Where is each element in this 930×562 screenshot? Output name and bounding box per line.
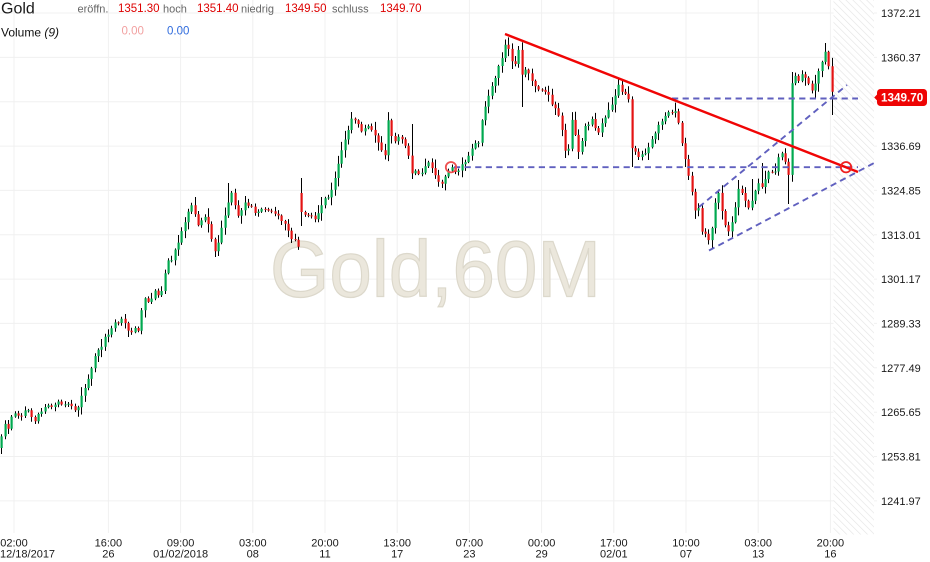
svg-text:03:00: 03:00 (744, 538, 772, 550)
svg-text:1349.70: 1349.70 (380, 3, 422, 15)
svg-text:1253.81: 1253.81 (881, 452, 921, 464)
svg-text:23: 23 (463, 549, 475, 561)
svg-text:0.00: 0.00 (122, 26, 144, 38)
svg-text:1313.01: 1313.01 (881, 230, 921, 242)
svg-text:eröffn.: eröffn. (78, 4, 109, 16)
svg-text:08: 08 (247, 549, 259, 561)
svg-text:1349.70: 1349.70 (881, 92, 924, 105)
svg-text:01/02/2018: 01/02/2018 (153, 549, 208, 561)
svg-text:09:00: 09:00 (167, 538, 195, 550)
svg-text:1360.37: 1360.37 (881, 52, 921, 64)
svg-text:hoch: hoch (163, 4, 187, 16)
svg-text:1301.17: 1301.17 (881, 274, 921, 286)
svg-text:1324.85: 1324.85 (881, 185, 921, 197)
svg-text:02:00: 02:00 (0, 538, 28, 550)
svg-text:17: 17 (391, 549, 403, 561)
svg-text:07:00: 07:00 (456, 538, 484, 550)
svg-text:niedrig: niedrig (241, 4, 274, 16)
svg-text:1372.21: 1372.21 (881, 8, 921, 20)
svg-text:12/18/2017: 12/18/2017 (0, 549, 55, 561)
svg-text:26: 26 (102, 549, 114, 561)
svg-text:Volume (9): Volume (9) (1, 26, 59, 40)
svg-text:schluss: schluss (332, 4, 369, 16)
svg-text:1351.30: 1351.30 (118, 3, 160, 15)
svg-text:07: 07 (680, 549, 692, 561)
svg-text:10:00: 10:00 (672, 538, 700, 550)
svg-text:1265.65: 1265.65 (881, 407, 921, 419)
svg-text:1351.40: 1351.40 (197, 3, 239, 15)
svg-text:1336.69: 1336.69 (881, 141, 921, 153)
svg-text:1289.33: 1289.33 (881, 318, 921, 330)
svg-text:29: 29 (535, 549, 547, 561)
svg-text:1277.49: 1277.49 (881, 363, 921, 375)
svg-text:17:00: 17:00 (600, 538, 628, 550)
svg-text:20:00: 20:00 (817, 538, 845, 550)
svg-text:16:00: 16:00 (95, 538, 123, 550)
svg-text:16: 16 (824, 549, 836, 561)
svg-text:Gold: Gold (1, 1, 35, 18)
svg-text:1349.50: 1349.50 (285, 3, 327, 15)
svg-text:11: 11 (319, 549, 330, 561)
svg-text:13: 13 (752, 549, 764, 561)
svg-text:0.00: 0.00 (167, 26, 189, 38)
svg-text:1241.97: 1241.97 (881, 496, 921, 508)
svg-text:02/01: 02/01 (600, 549, 628, 561)
svg-text:00:00: 00:00 (528, 538, 556, 550)
svg-text:Gold,60M: Gold,60M (270, 225, 601, 314)
svg-text:13:00: 13:00 (383, 538, 411, 550)
svg-text:03:00: 03:00 (239, 538, 267, 550)
svg-text:20:00: 20:00 (311, 538, 339, 550)
